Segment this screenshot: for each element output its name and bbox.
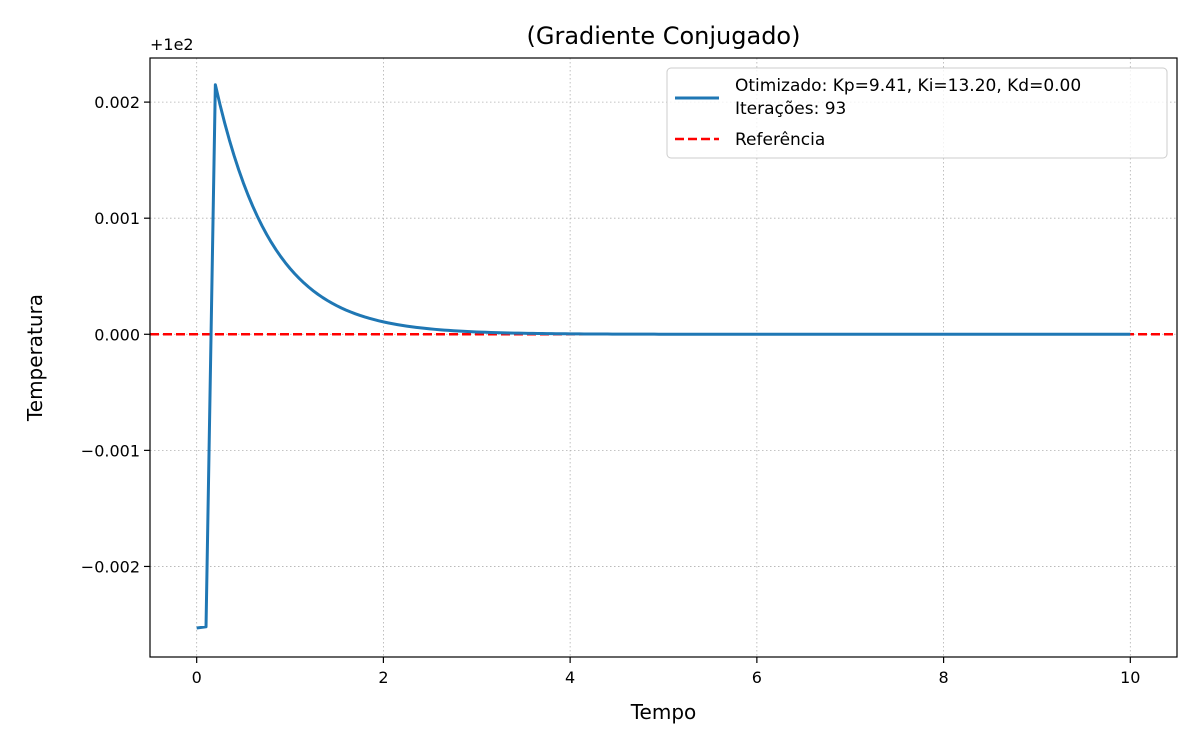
x-tick-label: 6	[752, 668, 762, 687]
ticks: 0 2 4 6 8 10 −0.002 −0.001 0.000 0.001 0.002	[81, 93, 1141, 687]
y-tick-label: −0.001	[81, 441, 140, 460]
plot-area	[150, 83, 1177, 630]
legend-label-reference: Referência	[735, 130, 825, 150]
legend-label-iterations: Iterações: 93	[735, 99, 846, 119]
legend-box	[666, 67, 1168, 159]
y-axis-label: Temperatura	[23, 294, 47, 422]
y-offset-label: +1e2	[150, 35, 194, 54]
y-tick-label: −0.002	[81, 557, 140, 576]
chart-title: (Gradiente Conjugado)	[527, 22, 801, 50]
y-tick-label: 0.002	[94, 93, 140, 112]
y-tick-label: 0.001	[94, 209, 140, 228]
series-optimized-line	[196, 83, 1131, 630]
legend-label-optimized: Otimizado: Kp=9.41, Ki=13.20, Kd=0.00	[735, 76, 1081, 96]
legend: Otimizado: Kp=9.41, Ki=13.20, Kd=0.00 It…	[666, 67, 1168, 159]
x-tick-label: 8	[938, 668, 948, 687]
x-tick-label: 0	[192, 668, 202, 687]
axes-frame	[149, 57, 1178, 658]
x-tick-label: 4	[565, 668, 575, 687]
x-tick-label: 10	[1120, 668, 1140, 687]
x-tick-label: 2	[378, 668, 388, 687]
y-tick-label: 0.000	[94, 325, 140, 344]
x-axis-label: Tempo	[630, 700, 697, 724]
